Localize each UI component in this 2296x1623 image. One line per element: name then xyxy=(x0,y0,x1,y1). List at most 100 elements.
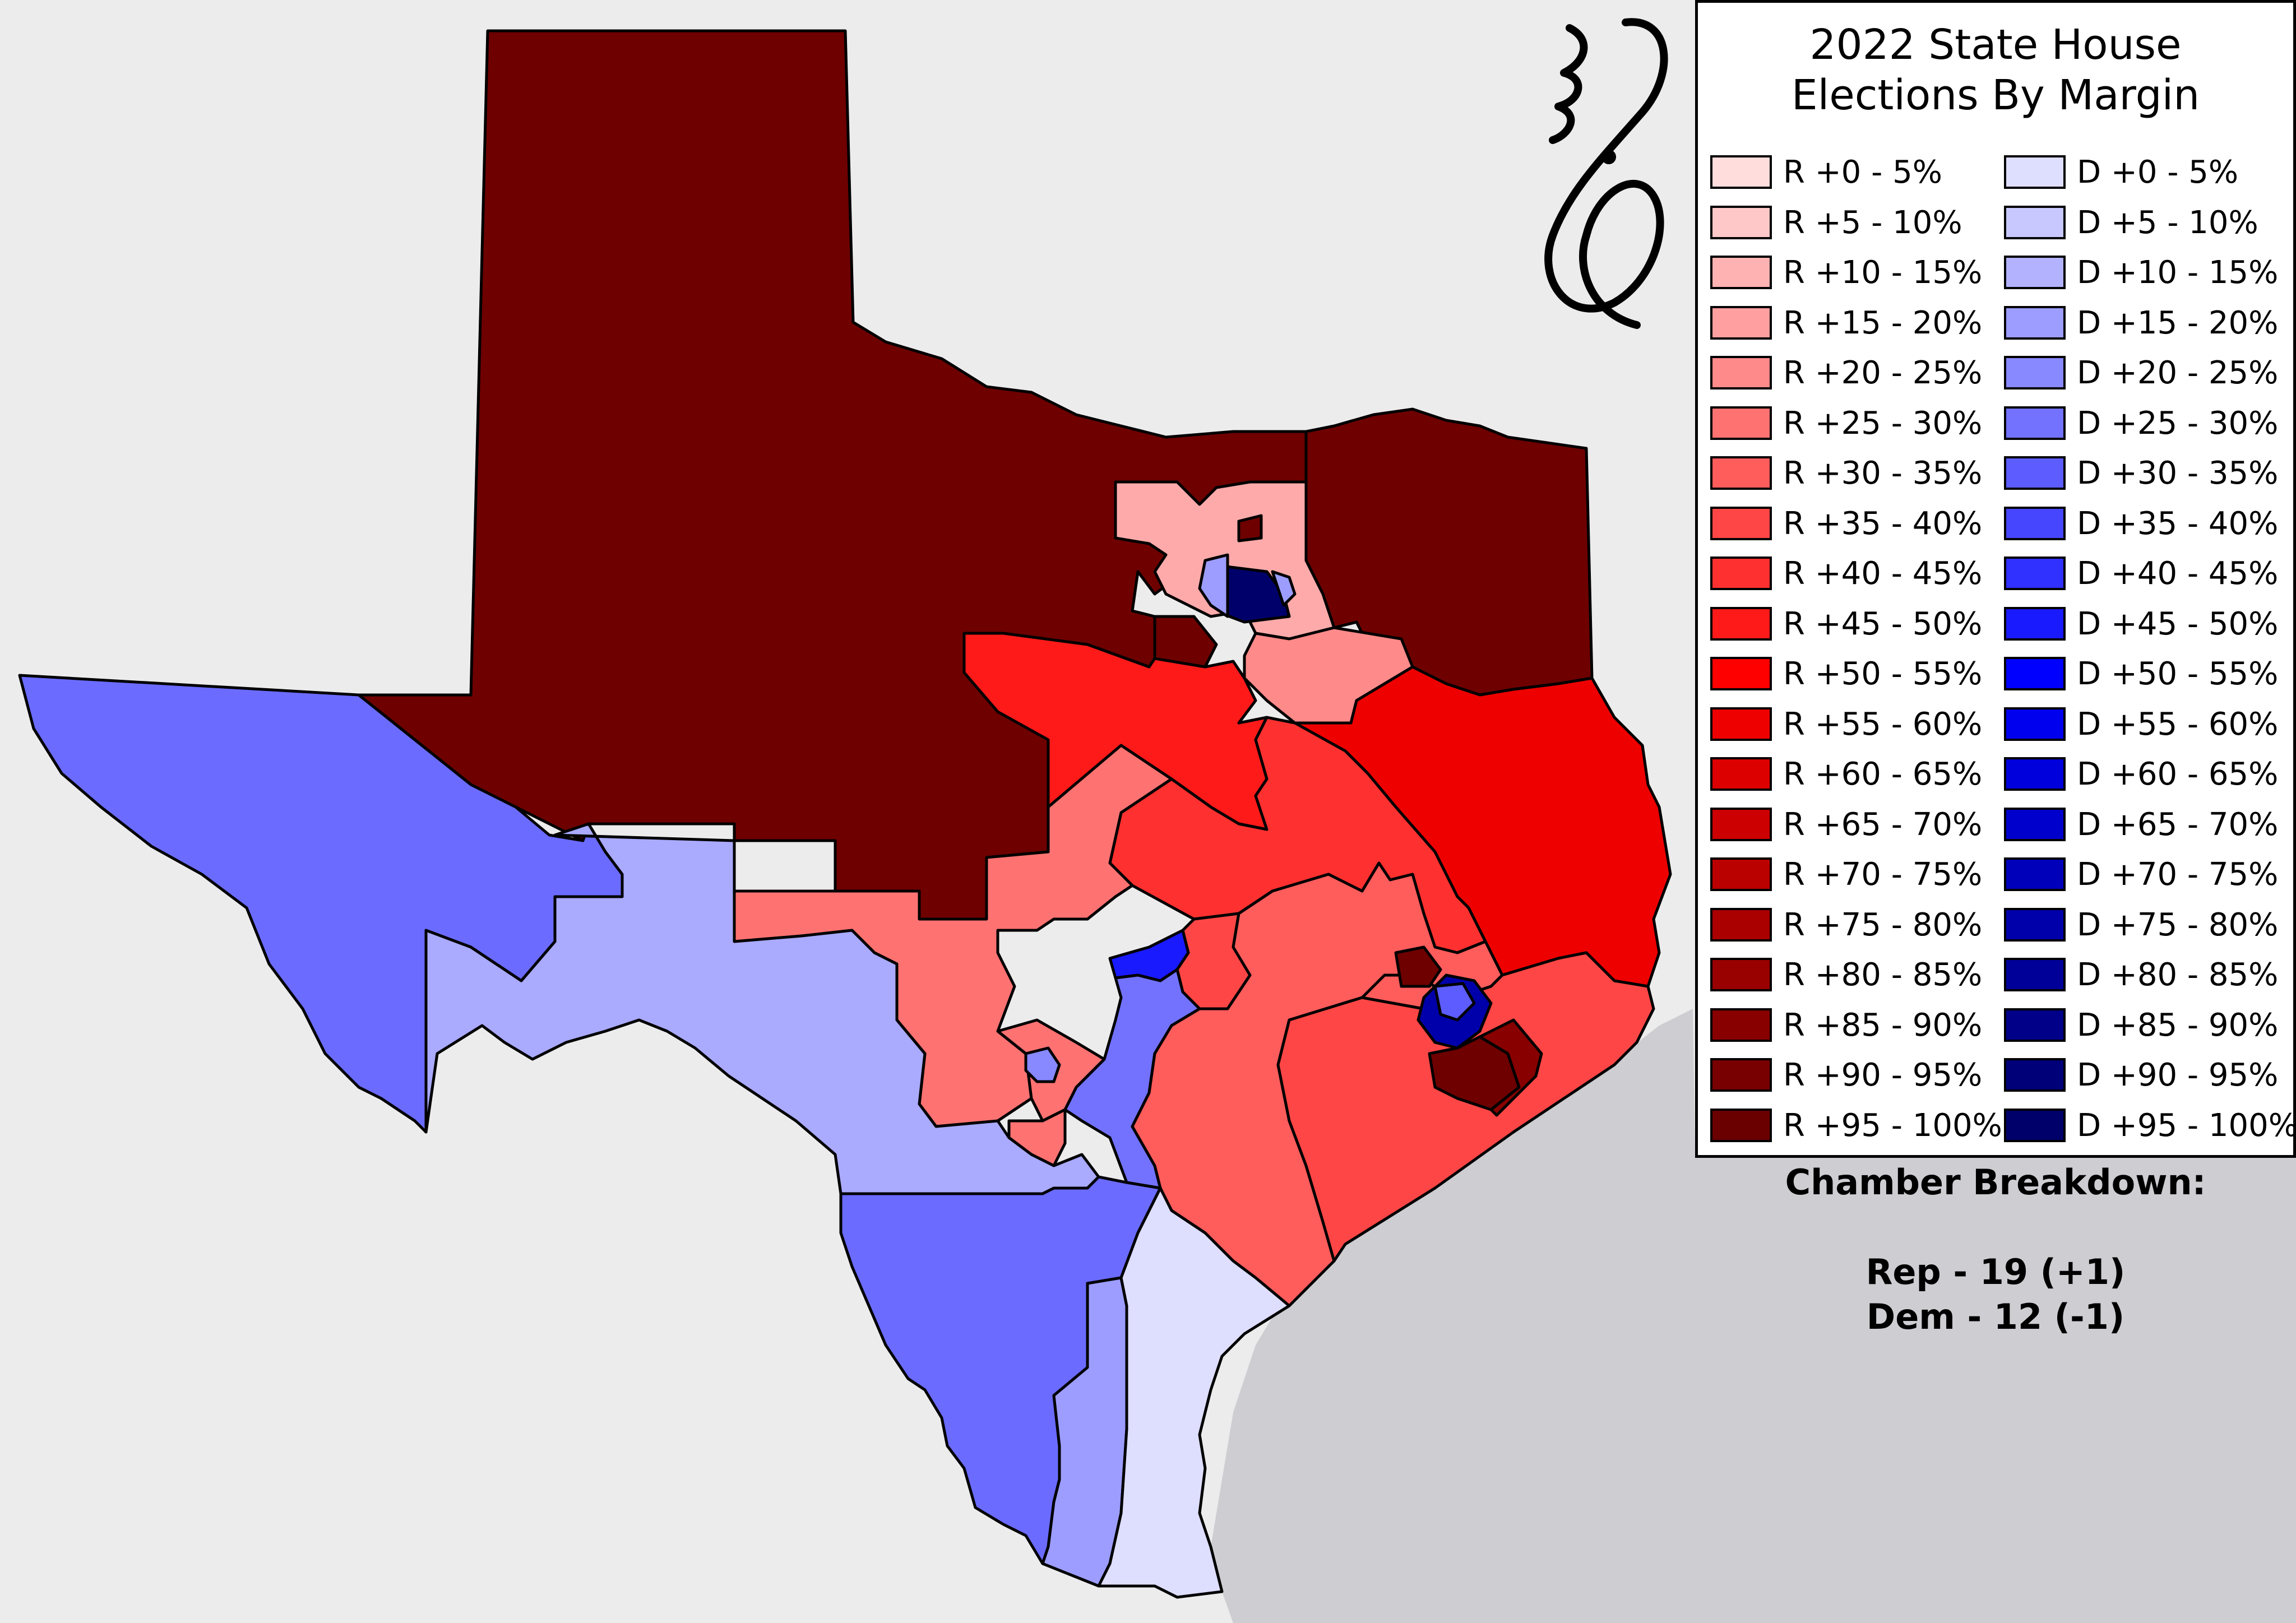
legend-item-dem: D +35 - 40% xyxy=(2004,505,2295,542)
legend-label: R +55 - 60% xyxy=(1783,706,1983,743)
legend-label: D +80 - 85% xyxy=(2077,957,2279,993)
legend-item-rep: R +65 - 70% xyxy=(1710,806,2002,843)
legend-swatch xyxy=(2004,1108,2066,1142)
legend-swatch xyxy=(2004,155,2066,189)
legend-label: D +15 - 20% xyxy=(2077,304,2279,341)
legend-item-dem: D +60 - 65% xyxy=(2004,756,2295,792)
legend-label: R +90 - 95% xyxy=(1783,1057,1983,1093)
legend-swatch xyxy=(2004,606,2066,641)
legend-label: R +30 - 35% xyxy=(1783,455,1983,491)
legend-label: D +35 - 40% xyxy=(2077,505,2279,542)
legend-label: D +75 - 80% xyxy=(2077,906,2279,943)
legend-label: R +40 - 45% xyxy=(1783,555,1983,592)
legend-swatch xyxy=(2004,506,2066,540)
legend-item-rep: R +35 - 40% xyxy=(1710,506,2002,542)
legend-title-line1: 2022 State House xyxy=(1809,21,2182,69)
legend-label: R +10 - 15% xyxy=(1783,254,1983,291)
legend-label: R +95 - 100% xyxy=(1783,1107,2002,1144)
legend-label: R +70 - 75% xyxy=(1783,856,1983,893)
legend-item-rep: R +30 - 35% xyxy=(1710,455,2002,491)
legend-swatch xyxy=(1710,356,1772,389)
legend-label: D +85 - 90% xyxy=(2077,1007,2279,1044)
legend-swatch xyxy=(1710,506,1772,540)
legend-label: D +10 - 15% xyxy=(2077,254,2279,291)
legend-swatch xyxy=(2004,907,2066,942)
legend-swatch xyxy=(2004,356,2066,389)
legend-item-dem: D +90 - 95% xyxy=(2004,1057,2295,1093)
district-dfw-dem-west[interactable] xyxy=(1271,570,1297,607)
legend-swatch xyxy=(2004,406,2066,440)
legend-label: R +80 - 85% xyxy=(1783,957,1983,993)
legend-swatch xyxy=(2004,305,2066,340)
legend-swatch xyxy=(1710,1108,1772,1142)
legend-swatch xyxy=(2004,807,2066,841)
legend-label: R +45 - 50% xyxy=(1783,605,1983,642)
legend-swatch xyxy=(1710,757,1772,791)
author-signature-logo xyxy=(1544,18,1668,329)
district-san-antonio-blue[interactable] xyxy=(1024,1046,1061,1083)
legend-item-rep: R +40 - 45% xyxy=(1710,555,2002,592)
legend-item-dem: D +85 - 90% xyxy=(2004,1007,2295,1044)
legend-swatch xyxy=(1710,205,1772,239)
legend-swatch xyxy=(1710,807,1772,841)
district-coastal-bend[interactable] xyxy=(1276,951,1655,1263)
district-houston-red-north[interactable] xyxy=(1394,945,1442,988)
legend-label: D +50 - 55% xyxy=(2077,656,2279,692)
legend-label: D +45 - 50% xyxy=(2077,605,2279,642)
legend-item-rep: R +70 - 75% xyxy=(1710,856,2002,893)
district-coastal-south[interactable] xyxy=(1097,1186,1291,1599)
legend-swatch xyxy=(2004,456,2066,490)
legend-label: D +30 - 35% xyxy=(2077,455,2279,491)
legend-item-rep: R +80 - 85% xyxy=(1710,957,2002,993)
legend-swatch xyxy=(1710,958,1772,991)
legend-label: D +0 - 5% xyxy=(2077,154,2239,191)
legend-item-dem: D +65 - 70% xyxy=(2004,806,2295,843)
chamber-breakdown-heading: Chamber Breakdown: xyxy=(1785,1162,2206,1203)
legend-label: R +85 - 90% xyxy=(1783,1007,1983,1044)
legend-item-rep: R +60 - 65% xyxy=(1710,756,2002,792)
district-houston-blue-light[interactable] xyxy=(1433,982,1476,1022)
district-galveston[interactable] xyxy=(1478,1018,1543,1117)
legend-label: R +50 - 55% xyxy=(1783,656,1983,692)
legend-label: D +70 - 75% xyxy=(2077,856,2279,893)
legend-label: D +55 - 60% xyxy=(2077,706,2279,743)
legend-item-rep: R +50 - 55% xyxy=(1710,656,2002,692)
legend-item-rep: R +5 - 10% xyxy=(1710,204,2002,241)
legend-item-dem: D +70 - 75% xyxy=(2004,856,2295,893)
legend-label: D +95 - 100% xyxy=(2077,1107,2296,1144)
legend-swatch xyxy=(1710,1008,1772,1042)
legend-label: R +15 - 20% xyxy=(1783,304,1983,341)
legend-swatch xyxy=(2004,256,2066,289)
legend-item-rep: R +90 - 95% xyxy=(1710,1057,2002,1093)
legend-item-rep: R +15 - 20% xyxy=(1710,304,2002,341)
legend-swatch xyxy=(2004,757,2066,791)
legend-item-dem: D +55 - 60% xyxy=(2004,706,2295,743)
legend-item-dem: D +20 - 25% xyxy=(2004,355,2295,391)
legend-label: R +60 - 65% xyxy=(1783,756,1983,792)
legend-swatch xyxy=(2004,1008,2066,1042)
legend-swatch xyxy=(1710,155,1772,189)
legend-title-line2: Elections By Margin xyxy=(1791,71,2200,119)
legend-swatch xyxy=(2004,557,2066,590)
legend-item-dem: D +80 - 85% xyxy=(2004,957,2295,993)
legend-swatch xyxy=(2004,958,2066,991)
district-dfw-dem-light[interactable] xyxy=(1198,553,1229,618)
legend-item-dem: D +15 - 20% xyxy=(2004,304,2295,341)
legend-swatch xyxy=(1710,857,1772,891)
legend-swatch xyxy=(1710,557,1772,590)
legend-swatch xyxy=(2004,857,2066,891)
chamber-breakdown-dem: Dem - 12 (-1) xyxy=(1866,1296,2125,1337)
legend-swatch xyxy=(2004,205,2066,239)
legend-swatch xyxy=(1710,256,1772,289)
legend-label: R +5 - 10% xyxy=(1783,204,1962,241)
legend-item-rep: R +10 - 15% xyxy=(1710,254,2002,291)
district-dfw-small-red[interactable] xyxy=(1237,514,1263,542)
district-border-west[interactable] xyxy=(424,822,1100,1195)
legend-item-rep: R +55 - 60% xyxy=(1710,706,2002,743)
legend-label: R +65 - 70% xyxy=(1783,806,1983,843)
legend-item-dem: D +5 - 10% xyxy=(2004,205,2295,241)
legend-label: D +40 - 45% xyxy=(2077,555,2279,592)
legend-swatch xyxy=(1710,406,1772,440)
legend-item-dem: D +40 - 45% xyxy=(2004,555,2295,592)
